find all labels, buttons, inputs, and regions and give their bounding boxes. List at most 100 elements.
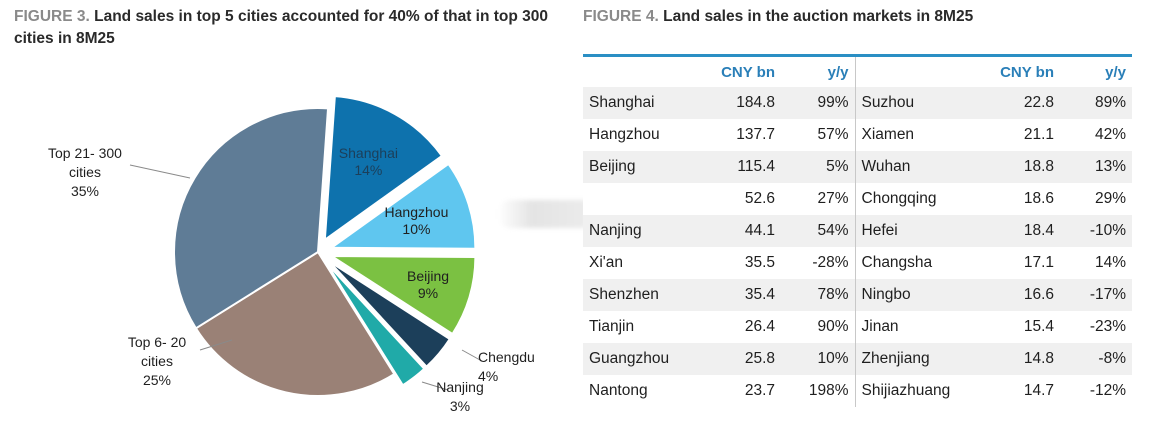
table-cell: Hefei [855, 215, 980, 247]
figure4-number: FIGURE 4. [583, 8, 659, 25]
table-cell: 10% [781, 343, 856, 375]
table-cell: 15.4 [980, 311, 1060, 343]
table-cell: 18.6 [980, 183, 1060, 215]
table-cell: 5% [781, 151, 856, 183]
figure3-number: FIGURE 3. [14, 8, 90, 25]
slice-label-top21_300: Top 21- 300 [48, 145, 122, 161]
table-cell: 42% [1060, 119, 1132, 151]
table-cell: -8% [1060, 343, 1132, 375]
table-cell: 137.7 [701, 119, 781, 151]
table-cell: 27% [781, 183, 856, 215]
table-cell: 184.8 [701, 87, 781, 119]
table-cell: 16.6 [980, 279, 1060, 311]
table-cell: -17% [1060, 279, 1132, 311]
pie-slice-hangzhou [328, 162, 477, 250]
col-header: y/y [781, 57, 856, 87]
table-row: Shanghai 184.8 99% Suzhou 22.8 89% [583, 87, 1132, 119]
table-cell: Wuhan [855, 151, 980, 183]
table-cell: Chongqing [855, 183, 980, 215]
table-cell: Ningbo [855, 279, 980, 311]
slice-label-chengdu: Chengdu [478, 349, 535, 365]
table-cell: 18.8 [980, 151, 1060, 183]
slice-pct-nanjing: 3% [450, 398, 470, 414]
slice-pct-hangzhou: 10% [402, 221, 430, 237]
table-row: Hangzhou 137.7 57% Xiamen 21.1 42% [583, 119, 1132, 151]
table-cell: Beijing [583, 151, 701, 183]
table-cell: 54% [781, 215, 856, 247]
table-cell: 23.7 [701, 375, 781, 407]
table-cell: Shijiazhuang [855, 375, 980, 407]
table-row: Nantong 23.7 198% Shijiazhuang 14.7 -12% [583, 375, 1132, 407]
table-cell: Suzhou [855, 87, 980, 119]
table-cell: 35.4 [701, 279, 781, 311]
table-cell: 14% [1060, 247, 1132, 279]
figure3-title: FIGURE 3. Land sales in top 5 cities acc… [14, 6, 559, 50]
slice-label-top21_300: cities [69, 164, 101, 180]
slice-pct-top6_20: 25% [143, 372, 171, 388]
table-cell: 90% [781, 311, 856, 343]
table-row: 52.6 27% Chongqing 18.6 29% [583, 183, 1132, 215]
table-cell: 21.1 [980, 119, 1060, 151]
table-cell: 35.5 [701, 247, 781, 279]
pie-slice-beijing [327, 254, 477, 336]
col-header: CNY bn [1000, 63, 1054, 81]
table-cell: 198% [781, 375, 856, 407]
leader-line-nanjing [421, 381, 449, 391]
table-cell: 29% [1060, 183, 1132, 215]
table-row: Shenzhen 35.4 78% Ningbo 16.6 -17% [583, 279, 1132, 311]
figure4-title: FIGURE 4. Land sales in the auction mark… [583, 6, 1163, 28]
table-cell: -23% [1060, 311, 1132, 343]
slice-label-top6_20: cities [141, 353, 173, 369]
table-cell: 89% [1060, 87, 1132, 119]
table-cell: Nanjing [583, 215, 701, 247]
col-header: y/y [1105, 63, 1126, 81]
slice-label-shanghai: Shanghai [339, 145, 398, 161]
slice-pct-beijing: 9% [418, 285, 438, 301]
table-row: Guangzhou 25.8 10% Zhenjiang 14.8 -8% [583, 343, 1132, 375]
table-cell: 44.1 [701, 215, 781, 247]
table-cell: Xiamen [855, 119, 980, 151]
slice-pct-chengdu: 4% [478, 368, 498, 384]
table-cell: 13% [1060, 151, 1132, 183]
table-cell: -12% [1060, 375, 1132, 407]
table-row: Beijing 115.4 5% Wuhan 18.8 13% [583, 151, 1132, 183]
table-cell: 22.8 [980, 87, 1060, 119]
table-cell: 57% [781, 119, 856, 151]
table-cell: Shenzhen [583, 279, 701, 311]
auction-data-table: CNY bn y/y CNY bn y/y Shanghai 184.8 99% Su… [583, 57, 1132, 407]
slice-label-hangzhou: Hangzhou [385, 204, 449, 220]
table-cell: 17.1 [980, 247, 1060, 279]
table-cell: 26.4 [701, 311, 781, 343]
pie-slice-nanjing [325, 262, 426, 387]
table-body: Shanghai 184.8 99% Suzhou 22.8 89% Hangzhou 137… [583, 87, 1132, 407]
figure4-title-text: Land sales in the auction markets in 8M2… [663, 8, 974, 25]
table-cell: Nantong [583, 375, 701, 407]
table-row: Xi'an 35.5 -28% Changsha 17.1 14% [583, 247, 1132, 279]
table-top-rule [583, 54, 1132, 57]
col-header [583, 57, 701, 87]
table-cell: 18.4 [980, 215, 1060, 247]
table-cell: Guangzhou [583, 343, 701, 375]
col-header [855, 57, 980, 87]
col-header: CNY bn [721, 63, 775, 81]
slice-label-nanjing: Nanjing [436, 379, 483, 395]
leader-line-top6_20 [199, 339, 233, 351]
table-cell: 52.6 [701, 183, 781, 215]
table-cell: 14.8 [980, 343, 1060, 375]
slice-label-beijing: Beijing [407, 268, 449, 284]
slice-pct-top21_300: 35% [71, 183, 99, 199]
table-cell [583, 183, 701, 215]
table-cell: 99% [781, 87, 856, 119]
leader-line-chengdu [461, 349, 481, 361]
pie-slice-chengdu [327, 260, 452, 369]
table-cell: -10% [1060, 215, 1132, 247]
slice-pct-shanghai: 14% [354, 162, 382, 178]
table-cell: Xi'an [583, 247, 701, 279]
leader-line-top21_300 [129, 164, 191, 179]
table-cell: 115.4 [701, 151, 781, 183]
table-row: Nanjing 44.1 54% Hefei 18.4 -10% [583, 215, 1132, 247]
table-cell: 14.7 [980, 375, 1060, 407]
table-cell: Changsha [855, 247, 980, 279]
table-cell: Hangzhou [583, 119, 701, 151]
